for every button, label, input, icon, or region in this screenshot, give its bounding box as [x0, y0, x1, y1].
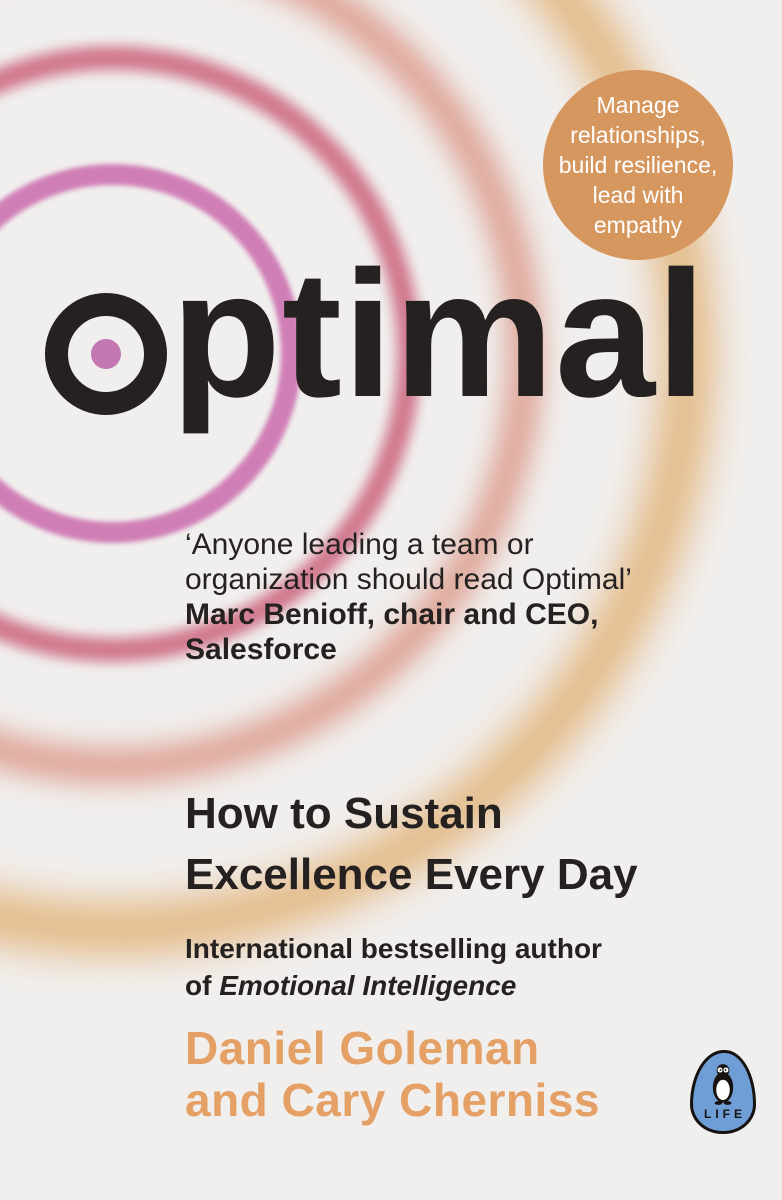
author-name-line: Daniel Goleman	[185, 1022, 540, 1074]
subtitle-line: Excellence Every Day	[185, 850, 638, 899]
endorsement-quote: ‘Anyone leading a team or organization s…	[185, 527, 632, 667]
badge-line: empathy	[593, 212, 683, 238]
book-title: ptimal	[171, 234, 708, 435]
credit-line: International bestselling author	[185, 933, 602, 964]
author-name-line: and Cary Cherniss	[185, 1074, 600, 1126]
badge-line: relationships,	[570, 122, 706, 148]
quote-attribution: Salesforce	[185, 633, 337, 666]
credit-line: of Emotional Intelligence	[185, 970, 517, 1001]
referenced-book-title: Emotional Intelligence	[219, 970, 517, 1001]
book-subtitle: How to Sustain Excellence Every Day	[185, 783, 638, 905]
publisher-imprint-label: LIFE	[704, 1107, 746, 1121]
badge-line: build resilience,	[558, 152, 718, 178]
author-names: Daniel Goleman and Cary Cherniss	[185, 1022, 600, 1126]
marketing-badge: Manage relationships, build resilience, …	[543, 70, 733, 260]
badge-line: lead with	[592, 182, 684, 208]
target-dot-icon	[91, 339, 121, 369]
penguin-life-logo: LIFE	[690, 1050, 756, 1134]
subtitle-line: How to Sustain	[185, 789, 503, 838]
author-credit: International bestselling author of Emot…	[185, 930, 602, 1004]
badge-line: Manage	[596, 92, 680, 118]
quote-line: ‘Anyone leading a team or	[185, 528, 534, 561]
title-letter-o	[45, 293, 167, 415]
quote-attribution: Marc Benioff, chair and CEO,	[185, 598, 599, 631]
penguin-icon	[712, 1064, 734, 1105]
quote-line: organization should read Optimal’	[185, 563, 632, 596]
